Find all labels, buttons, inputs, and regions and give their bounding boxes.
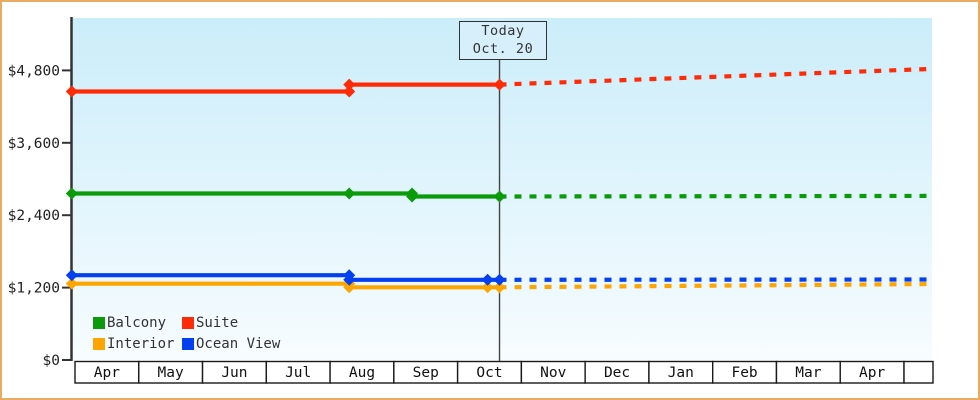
x-axis-month-label: Jul bbox=[285, 365, 311, 381]
interior-color-swatch-icon bbox=[93, 338, 105, 350]
x-axis-month-label: Aug bbox=[349, 365, 375, 381]
x-axis-month-label: Dec bbox=[604, 365, 630, 381]
legend-label: Balcony bbox=[107, 315, 167, 331]
balcony-color-swatch-icon bbox=[93, 317, 105, 329]
x-axis-month-label: Oct bbox=[476, 365, 502, 381]
price-point-marker bbox=[343, 281, 356, 294]
series-ocean-view-markers bbox=[65, 269, 506, 286]
today-label: Today bbox=[481, 22, 525, 39]
y-axis-tick-label: $2,400 bbox=[8, 208, 60, 224]
today-annotation-box: Today Oct. 20 bbox=[459, 21, 547, 60]
price-point-marker bbox=[65, 269, 78, 282]
y-axis-tick-label: $0 bbox=[43, 353, 60, 369]
chart-legend: Balcony Suite Interior Ocean View bbox=[93, 315, 280, 352]
x-axis-month-label: Sep bbox=[413, 365, 439, 381]
price-point-marker bbox=[493, 273, 506, 286]
price-point-marker bbox=[481, 281, 494, 294]
price-point-marker bbox=[493, 78, 506, 91]
plot-area bbox=[72, 18, 932, 360]
suite-color-swatch-icon bbox=[182, 317, 194, 329]
x-axis-month-label: Mar bbox=[795, 365, 821, 381]
price-point-marker bbox=[493, 190, 506, 203]
price-point-marker bbox=[65, 277, 78, 290]
x-axis-month-label: May bbox=[158, 365, 184, 381]
series-balcony-markers bbox=[65, 187, 506, 203]
legend-item-interior: Interior bbox=[93, 336, 182, 352]
price-point-marker bbox=[481, 273, 494, 286]
legend-label: Ocean View bbox=[196, 336, 281, 352]
x-axis-month-label: Apr bbox=[859, 365, 885, 381]
price-point-marker bbox=[343, 78, 356, 91]
price-point-marker bbox=[65, 187, 78, 200]
series-interior-markers bbox=[65, 277, 506, 294]
today-date-label: Oct. 20 bbox=[472, 40, 534, 57]
y-axis-tick-label: $1,200 bbox=[8, 281, 60, 297]
series-suite-markers bbox=[65, 78, 506, 98]
legend-item-balcony: Balcony bbox=[93, 315, 182, 331]
price-point-marker bbox=[343, 187, 356, 200]
x-axis-month-label: Jan bbox=[668, 365, 694, 381]
x-axis-partial-cell bbox=[903, 360, 934, 384]
series-suite-forecast-line bbox=[499, 66, 933, 87]
legend-item-ocean-view: Ocean View bbox=[182, 336, 280, 352]
legend-item-suite: Suite bbox=[182, 315, 280, 331]
x-axis-month-label: Jun bbox=[221, 365, 247, 381]
price-point-marker bbox=[343, 85, 356, 98]
series-balcony-forecast-line bbox=[499, 193, 933, 199]
price-point-marker bbox=[343, 273, 356, 286]
y-axis-tick-label: $4,800 bbox=[8, 63, 60, 79]
x-axis-month-label: Nov bbox=[540, 365, 566, 381]
price-point-marker bbox=[406, 190, 419, 203]
ocean-view-color-swatch-icon bbox=[182, 338, 194, 350]
legend-label: Interior bbox=[107, 336, 175, 352]
price-point-marker bbox=[493, 281, 506, 294]
series-interior-forecast-line bbox=[499, 281, 933, 290]
price-point-marker bbox=[65, 85, 78, 98]
legend-label: Suite bbox=[196, 315, 239, 331]
x-axis-month-label: Feb bbox=[731, 365, 757, 381]
x-axis-month-label: Apr bbox=[94, 365, 120, 381]
y-axis-tick-label: $3,600 bbox=[8, 136, 60, 152]
